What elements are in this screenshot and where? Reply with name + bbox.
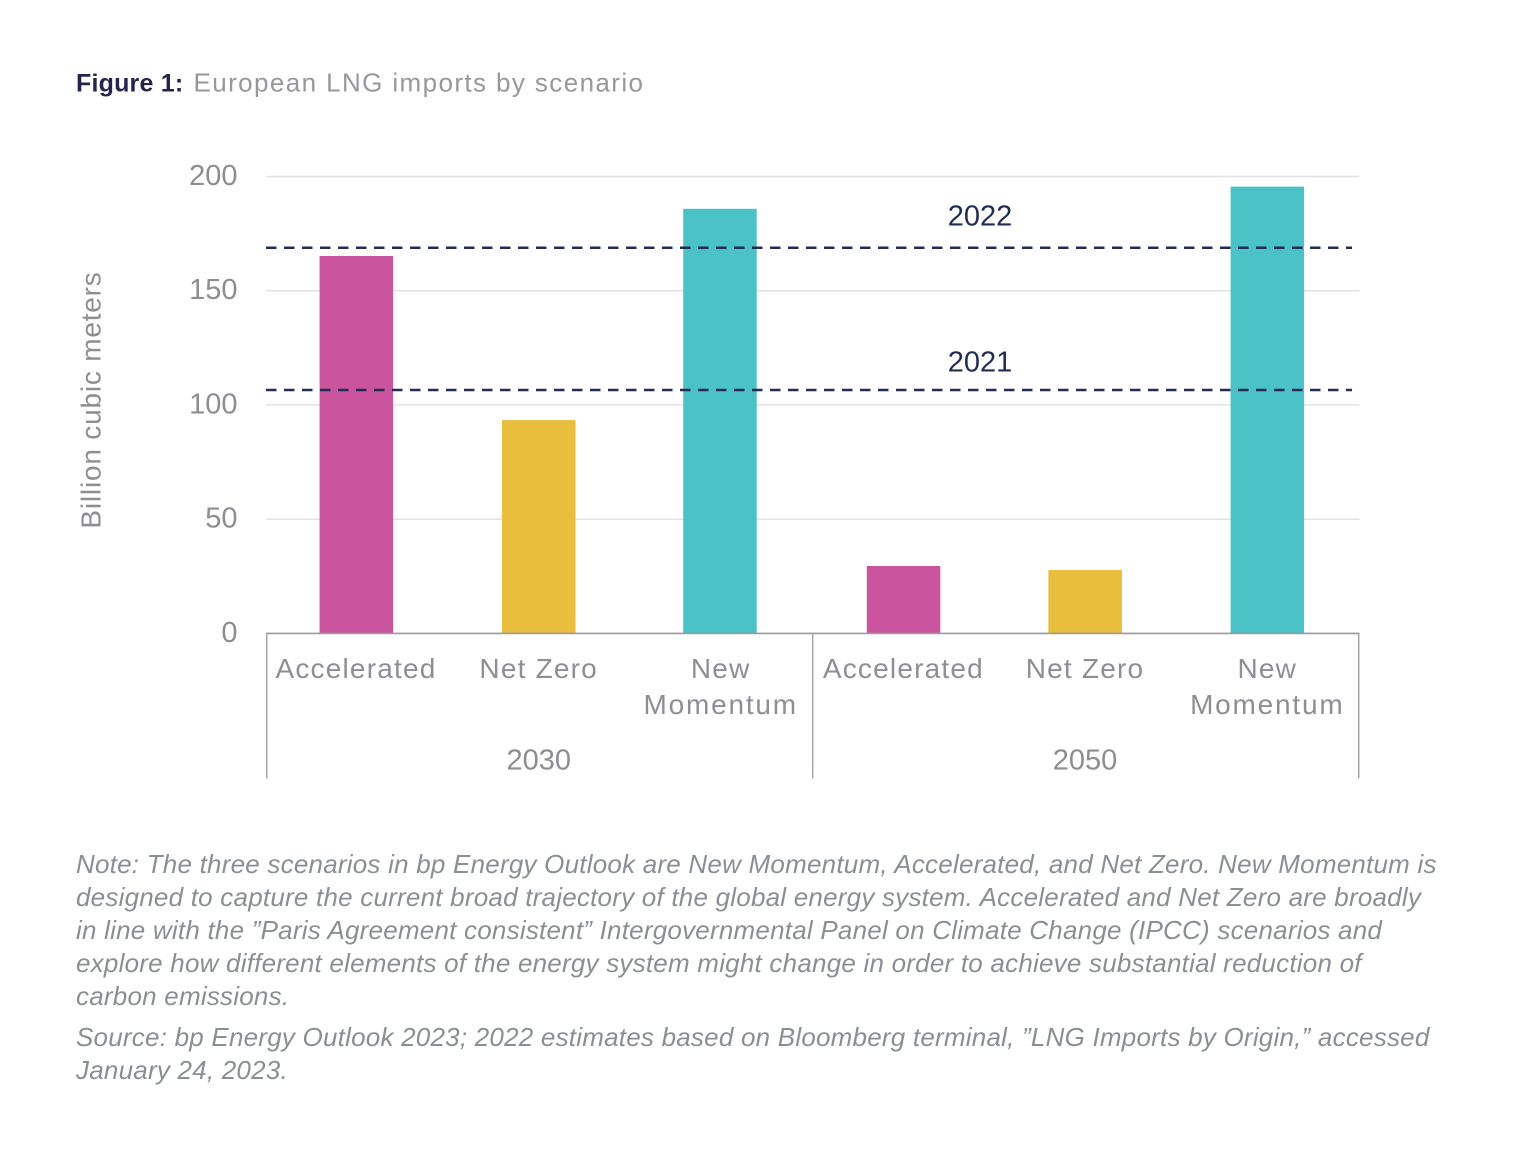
svg-text:50: 50 — [205, 503, 237, 535]
svg-text:Momentum: Momentum — [643, 689, 797, 720]
svg-text:150: 150 — [189, 274, 237, 306]
svg-text:Momentum: Momentum — [1190, 689, 1344, 720]
svg-text:European LNG imports by scenar: European LNG imports by scenario — [194, 68, 645, 98]
svg-text:2050: 2050 — [1053, 745, 1118, 777]
svg-text:New: New — [1237, 653, 1297, 684]
svg-text:Net Zero: Net Zero — [479, 653, 598, 684]
svg-text:New: New — [691, 653, 751, 684]
svg-text:Net Zero: Net Zero — [1026, 653, 1145, 684]
svg-text:Accelerated: Accelerated — [823, 653, 984, 684]
svg-text:200: 200 — [189, 160, 237, 192]
svg-text:100: 100 — [189, 388, 237, 420]
svg-text:Accelerated: Accelerated — [275, 653, 436, 684]
svg-text:2022: 2022 — [948, 201, 1013, 233]
svg-text:2030: 2030 — [506, 745, 571, 777]
svg-text:Billion cubic meters: Billion cubic meters — [76, 271, 107, 528]
svg-text:Figure 1:: Figure 1: — [76, 70, 183, 98]
svg-text:0: 0 — [221, 617, 237, 649]
svg-text:2021: 2021 — [948, 347, 1013, 379]
